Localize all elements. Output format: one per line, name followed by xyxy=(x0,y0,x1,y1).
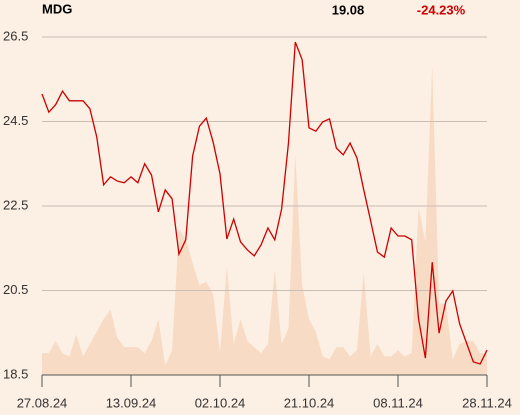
x-tick-label: 13.09.24 xyxy=(106,395,157,410)
y-tick-label: 20.5 xyxy=(3,282,28,297)
x-tick-label: 27.08.24 xyxy=(17,395,68,410)
y-tick-label: 22.5 xyxy=(3,197,28,212)
x-tick-label: 21.10.24 xyxy=(284,395,335,410)
price: 19.08 xyxy=(332,2,365,17)
y-tick-label: 26.5 xyxy=(3,28,28,43)
volume-area xyxy=(42,65,487,375)
y-tick-label: 18.5 xyxy=(3,366,28,381)
x-tick-label: 08.11.24 xyxy=(373,395,423,410)
y-tick-label: 24.5 xyxy=(3,113,28,128)
ticker: MDG xyxy=(42,1,72,16)
change: -24.23% xyxy=(417,2,466,17)
x-tick-label: 28.11.24 xyxy=(462,395,512,410)
price-line xyxy=(41,41,488,365)
x-tick-label: 02.10.24 xyxy=(195,395,246,410)
